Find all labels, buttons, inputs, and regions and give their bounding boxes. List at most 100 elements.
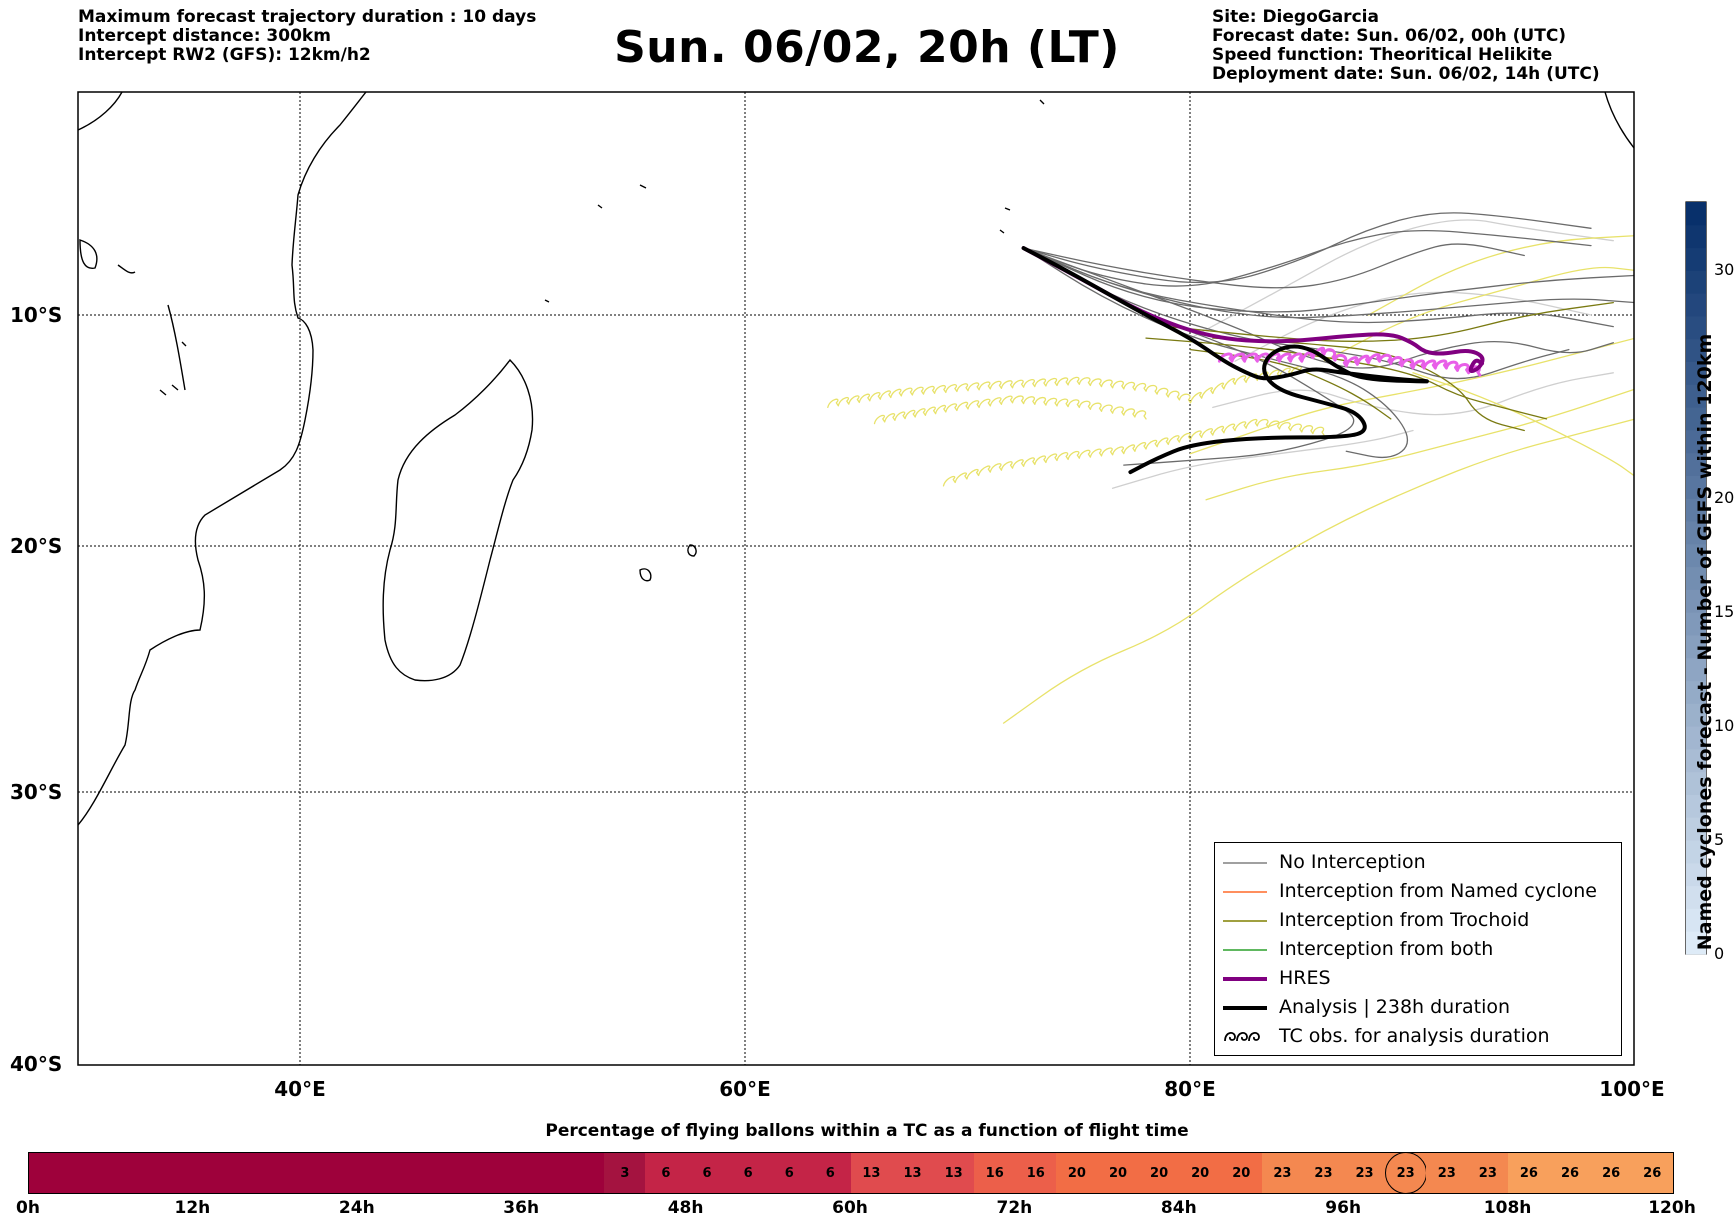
flight-time-label: 24h bbox=[338, 1198, 375, 1218]
track-no-interception bbox=[1022, 243, 1525, 289]
colorbar-tick-label: 5 bbox=[1714, 830, 1725, 850]
colorbar-level bbox=[1686, 452, 1706, 476]
map-legend: No Interception Interception from Named … bbox=[1214, 842, 1622, 1056]
legend-label: HRES bbox=[1279, 967, 1331, 989]
legend-swatch-orange bbox=[1223, 891, 1267, 893]
flight-bar-cell: 20 bbox=[1220, 1153, 1262, 1193]
colorbar-level bbox=[1686, 498, 1706, 522]
colorbar-level bbox=[1686, 247, 1706, 271]
colorbar-level bbox=[1686, 862, 1706, 887]
colorbar-level bbox=[1686, 566, 1706, 590]
colorbar-level bbox=[1686, 612, 1706, 636]
colorbar-level bbox=[1686, 885, 1706, 909]
flight-bar-cell bbox=[111, 1153, 153, 1193]
colorbar-level bbox=[1686, 748, 1706, 773]
colorbar-level bbox=[1686, 521, 1706, 545]
colorbar bbox=[1686, 202, 1706, 955]
lake-malawi bbox=[167, 304, 186, 391]
legend-label: No Interception bbox=[1279, 851, 1426, 873]
flight-bar-cell: 23 bbox=[1426, 1153, 1468, 1193]
colorbar-label: Named cyclones forecast - Number of GEFS… bbox=[1694, 333, 1716, 951]
track-yellow bbox=[873, 395, 1147, 425]
flight-bar-cell: 23 bbox=[1302, 1153, 1344, 1193]
legend-item-named-cyclone: Interception from Named cyclone bbox=[1215, 878, 1621, 904]
colorbar-level bbox=[1686, 657, 1706, 682]
colorbar-level bbox=[1686, 840, 1706, 864]
deployment-date-text: Deployment date: Sun. 06/02, 14h (UTC) bbox=[1212, 64, 1600, 84]
lat-label-30s: 30°S bbox=[10, 780, 63, 804]
flight-time-label: 72h bbox=[996, 1198, 1033, 1218]
flight-bar-cell: 26 bbox=[1631, 1153, 1673, 1193]
flight-bar-cell: 20 bbox=[1179, 1153, 1221, 1193]
map-frame bbox=[77, 91, 1635, 1066]
legend-swatch-purple bbox=[1223, 977, 1267, 981]
flight-bar-cell: 6 bbox=[809, 1153, 851, 1193]
curl-icon bbox=[1224, 1032, 1260, 1042]
mauritius-island bbox=[639, 568, 652, 582]
flight-bar-cell bbox=[275, 1153, 317, 1193]
flight-bar-cell: 3 bbox=[604, 1153, 646, 1193]
flight-bar-cell: 13 bbox=[850, 1153, 892, 1193]
colorbar-level bbox=[1686, 703, 1706, 727]
flight-bar-cell: 20 bbox=[1138, 1153, 1180, 1193]
colorbar-level bbox=[1686, 293, 1706, 317]
flight-bar-cell bbox=[563, 1153, 605, 1193]
lon-label-40e: 40°E bbox=[274, 1077, 326, 1101]
somalia-horn bbox=[78, 92, 123, 131]
colorbar-level bbox=[1686, 543, 1706, 568]
current-time-marker bbox=[1384, 1152, 1427, 1194]
legend-label: Interception from Trochoid bbox=[1279, 909, 1530, 931]
legend-item-no-interception: No Interception bbox=[1215, 849, 1621, 875]
flight-bar-cell: 16 bbox=[974, 1153, 1016, 1193]
flight-bar-cell bbox=[439, 1153, 482, 1193]
flight-bar-title: Percentage of flying ballons within a TC… bbox=[545, 1121, 1189, 1141]
legend-swatch-gray bbox=[1223, 862, 1267, 864]
trajectory-tracks bbox=[827, 212, 1634, 724]
intercept-distance-text: Intercept distance: 300km bbox=[78, 26, 331, 46]
colorbar-level bbox=[1686, 224, 1706, 249]
colorbar-tick-label: 10 bbox=[1714, 716, 1734, 736]
intercept-rw2-text: Intercept RW2 (GFS): 12km/h2 bbox=[78, 45, 371, 65]
trajectory-duration-text: Maximum forecast trajectory duration : 1… bbox=[78, 7, 537, 27]
flight-time-label: 60h bbox=[832, 1198, 868, 1218]
flight-time-label: 96h bbox=[1325, 1198, 1362, 1218]
track-light-gray bbox=[1111, 429, 1414, 489]
lake-victoria bbox=[79, 239, 98, 269]
flight-bar-cell: 23 bbox=[1344, 1153, 1386, 1193]
flight-time-label: 0h bbox=[16, 1198, 40, 1218]
flight-bar-cell bbox=[398, 1153, 440, 1193]
comoros-islands bbox=[159, 341, 187, 396]
flight-bar-cell: 23 bbox=[1261, 1153, 1303, 1193]
lat-label-40s: 40°S bbox=[10, 1052, 63, 1076]
colorbar-level bbox=[1686, 270, 1706, 294]
flight-time-label: 84h bbox=[1160, 1198, 1197, 1218]
colorbar-level bbox=[1686, 475, 1706, 499]
track-no-interception bbox=[1022, 247, 1634, 319]
flight-time-label: 48h bbox=[667, 1198, 704, 1218]
legend-label: Analysis | 238h duration bbox=[1279, 996, 1511, 1018]
legend-swatch-olive bbox=[1223, 920, 1267, 922]
flight-bar-cell: 23 bbox=[1467, 1153, 1509, 1193]
site-text: Site: DiegoGarcia bbox=[1212, 7, 1379, 27]
maldives-islands bbox=[999, 99, 1045, 234]
flight-bar-cell bbox=[152, 1153, 194, 1193]
flight-time-label: 36h bbox=[503, 1198, 540, 1218]
track-no-interception bbox=[1022, 247, 1634, 313]
seychelles-islands bbox=[544, 184, 647, 303]
flight-bar-cell bbox=[29, 1153, 71, 1193]
track-no-interception bbox=[1022, 212, 1592, 284]
flight-bar-cell bbox=[357, 1153, 399, 1193]
flight-bar-cell: 20 bbox=[1097, 1153, 1139, 1193]
forecast-date-text: Forecast date: Sun. 06/02, 00h (UTC) bbox=[1212, 26, 1567, 46]
flight-bar-cell bbox=[522, 1153, 564, 1193]
colorbar-level bbox=[1686, 429, 1706, 454]
flight-bar-cell: 16 bbox=[1015, 1153, 1057, 1193]
legend-item-tc-obs: TC obs. for analysis duration bbox=[1215, 1023, 1621, 1049]
lon-label-60e: 60°E bbox=[719, 1077, 771, 1101]
flight-percentage-bar: 3 6 6 6 6 6 13 13 13 16 16 20 20 20 20 20 23 23 23 23 23 23 26… bbox=[28, 1152, 1674, 1194]
track-yellow bbox=[1323, 266, 1634, 362]
flight-bar-cell bbox=[481, 1153, 523, 1193]
page-title: Sun. 06/02, 20h (LT) bbox=[614, 22, 1120, 73]
flight-bar-cell: 13 bbox=[891, 1153, 934, 1193]
colorbar-level bbox=[1686, 908, 1706, 932]
